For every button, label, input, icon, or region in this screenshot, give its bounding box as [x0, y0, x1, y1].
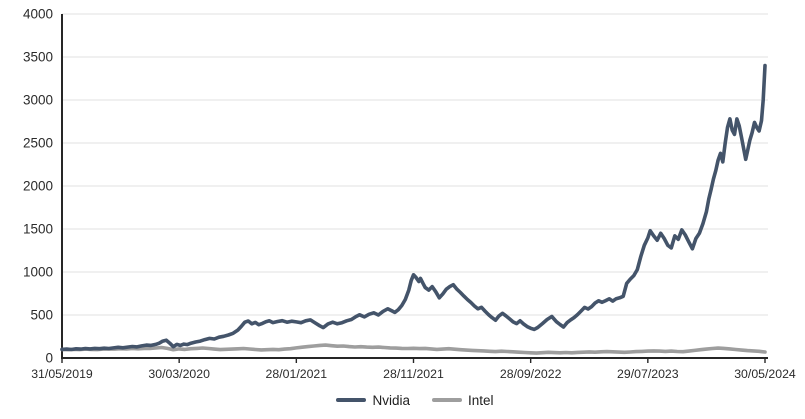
nvidia-line-swatch-icon — [336, 398, 367, 402]
chart-legend: Nvidia Intel — [62, 388, 768, 412]
legend-label-nvidia: Nvidia — [372, 392, 410, 408]
y-axis-label: 4000 — [23, 7, 53, 22]
y-axis-label: 0 — [45, 351, 53, 366]
y-axis-label: 2500 — [23, 136, 53, 151]
legend-item-intel: Intel — [431, 392, 494, 408]
intel-line-swatch-icon — [431, 398, 462, 402]
y-axis-label: 500 — [30, 308, 53, 323]
x-axis-label: 28/01/2021 — [266, 367, 328, 381]
legend-item-nvidia: Nvidia — [336, 393, 410, 408]
x-axis-label: 31/05/2019 — [31, 367, 93, 381]
nvidia-series-line — [60, 63, 767, 352]
x-axis-label: 30/03/2020 — [148, 367, 210, 381]
legend-label-intel: Intel — [467, 392, 494, 408]
x-axis-label: 28/09/2022 — [500, 367, 562, 381]
y-axis-label: 3000 — [23, 93, 53, 108]
x-axis-label: 29/07/2023 — [617, 367, 679, 381]
y-axis-label: 2000 — [23, 179, 53, 194]
intel-series-line — [60, 343, 767, 355]
y-axis-label: 1500 — [23, 222, 53, 237]
y-axis-label: 3500 — [23, 50, 53, 65]
y-axis-label: 1000 — [23, 265, 53, 280]
x-axis-label: 30/05/2024 — [734, 367, 796, 381]
x-axis-label: 28/11/2021 — [383, 367, 444, 381]
